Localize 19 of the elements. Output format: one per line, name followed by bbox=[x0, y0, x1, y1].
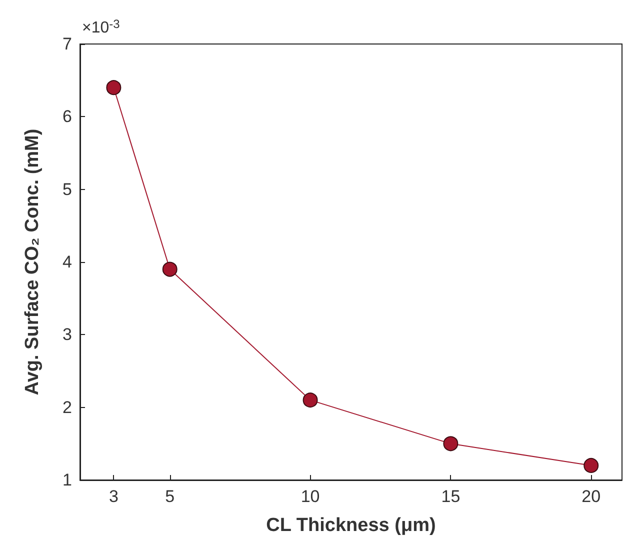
y-tick-label: 7 bbox=[62, 34, 72, 54]
x-tick-label: 5 bbox=[165, 487, 175, 506]
y-tick-label: 1 bbox=[62, 470, 72, 490]
point bbox=[443, 436, 458, 452]
y-tick-label: 6 bbox=[62, 107, 72, 126]
point bbox=[162, 262, 178, 277]
x-tick-label: 15 bbox=[441, 487, 460, 506]
x-tick-label: 20 bbox=[582, 487, 601, 506]
point bbox=[584, 458, 599, 473]
y-tick-label: 3 bbox=[62, 325, 72, 344]
point bbox=[106, 80, 122, 96]
point bbox=[302, 392, 318, 408]
x-tick-label: 3 bbox=[108, 487, 118, 506]
x-axis-title: CL Thickness (μm) bbox=[266, 515, 436, 536]
y-axis-title: Avg. Surface CO₂ Conc. (mM) bbox=[22, 128, 43, 396]
x-tick-label: 10 bbox=[300, 487, 320, 506]
y-tick-label: 2 bbox=[62, 398, 72, 417]
y-tick-label: 4 bbox=[62, 252, 72, 272]
y-tick-label: 5 bbox=[62, 180, 72, 199]
